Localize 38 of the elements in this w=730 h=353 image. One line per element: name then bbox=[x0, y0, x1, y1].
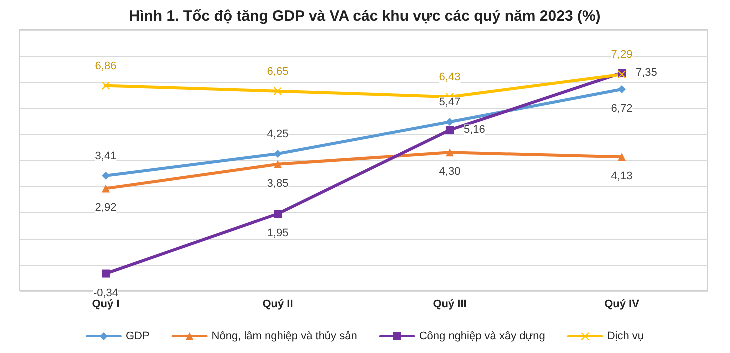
point bbox=[274, 210, 282, 218]
point bbox=[274, 87, 282, 96]
point bbox=[274, 160, 282, 168]
point bbox=[446, 126, 454, 134]
point bbox=[274, 150, 282, 158]
legend-label: Dịch vụ bbox=[607, 330, 644, 342]
point bbox=[618, 153, 626, 162]
data-label: 4,13 bbox=[611, 170, 633, 183]
data-label: 4,25 bbox=[267, 128, 289, 140]
point bbox=[446, 148, 454, 157]
legend-label: GDP bbox=[126, 330, 150, 342]
chart-title: Hình 1. Tốc độ tăng GDP và VA các khu vực các quý năm 2023 (%) bbox=[129, 8, 601, 25]
point bbox=[446, 118, 454, 126]
data-label: 1,95 bbox=[267, 228, 289, 240]
data-label: 2,92 bbox=[95, 202, 117, 214]
data-label: 5,47 bbox=[439, 96, 461, 109]
data-label: 3,41 bbox=[95, 150, 117, 162]
data-label: 6,72 bbox=[611, 103, 633, 116]
point bbox=[102, 270, 110, 278]
data-label: 6,86 bbox=[95, 60, 117, 72]
data-label: 6,43 bbox=[439, 72, 461, 84]
legend-label: Công nghiệp và xây dựng bbox=[419, 330, 546, 342]
point bbox=[618, 86, 626, 94]
point bbox=[102, 184, 110, 193]
data-label: 6,65 bbox=[267, 66, 289, 78]
legend-label: Nông, lâm nghiệp và thủy sản bbox=[212, 330, 358, 342]
data-label: 7,35 bbox=[636, 67, 658, 80]
data-label: 7,29 bbox=[611, 49, 633, 62]
data-label: -0,34 bbox=[93, 287, 119, 300]
data-label: 4,30 bbox=[439, 166, 461, 178]
point bbox=[102, 82, 110, 90]
data-label: 3,85 bbox=[267, 178, 289, 190]
point bbox=[102, 172, 110, 180]
x-tick-label: Quý I bbox=[92, 298, 120, 310]
data-label: 5,16 bbox=[464, 124, 486, 136]
x-tick-label: Quý IV bbox=[604, 298, 640, 310]
x-tick-label: Quý II bbox=[262, 298, 294, 310]
x-tick-label: Quý III bbox=[433, 298, 467, 310]
